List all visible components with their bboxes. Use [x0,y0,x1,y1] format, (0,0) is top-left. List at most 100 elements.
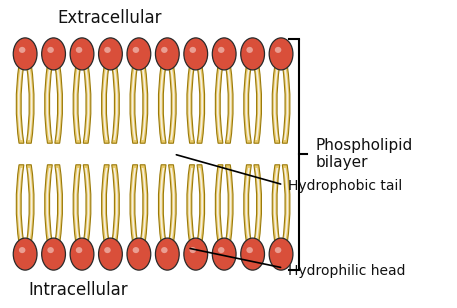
PathPatch shape [274,68,278,140]
Ellipse shape [104,47,111,53]
PathPatch shape [284,68,288,140]
PathPatch shape [254,65,261,143]
PathPatch shape [142,168,146,240]
Ellipse shape [218,47,224,53]
PathPatch shape [244,65,251,143]
PathPatch shape [227,168,232,240]
PathPatch shape [112,65,119,143]
PathPatch shape [112,165,119,243]
PathPatch shape [170,168,175,240]
Ellipse shape [155,38,179,70]
PathPatch shape [169,65,176,143]
Ellipse shape [246,247,253,253]
Ellipse shape [127,38,151,70]
PathPatch shape [215,165,223,243]
PathPatch shape [55,165,63,243]
Ellipse shape [70,38,94,70]
PathPatch shape [27,165,34,243]
PathPatch shape [46,168,51,240]
PathPatch shape [132,68,136,140]
PathPatch shape [217,168,221,240]
PathPatch shape [160,68,165,140]
PathPatch shape [28,168,32,240]
Ellipse shape [127,238,151,270]
Ellipse shape [42,238,65,270]
PathPatch shape [245,68,250,140]
Ellipse shape [133,247,139,253]
PathPatch shape [244,165,251,243]
PathPatch shape [272,65,280,143]
Ellipse shape [190,47,196,53]
PathPatch shape [197,65,205,143]
Ellipse shape [213,38,236,70]
PathPatch shape [225,165,233,243]
Ellipse shape [190,247,196,253]
PathPatch shape [284,168,288,240]
PathPatch shape [45,165,52,243]
PathPatch shape [215,65,223,143]
PathPatch shape [199,68,203,140]
PathPatch shape [73,65,81,143]
Ellipse shape [48,247,54,253]
PathPatch shape [254,165,261,243]
Ellipse shape [13,38,37,70]
Ellipse shape [155,238,179,270]
Ellipse shape [48,47,54,53]
Ellipse shape [184,238,207,270]
PathPatch shape [197,165,205,243]
PathPatch shape [188,68,193,140]
Ellipse shape [99,238,122,270]
PathPatch shape [225,65,233,143]
PathPatch shape [28,68,32,140]
PathPatch shape [159,65,166,143]
PathPatch shape [130,165,138,243]
Ellipse shape [218,247,224,253]
PathPatch shape [188,168,193,240]
PathPatch shape [227,68,232,140]
Ellipse shape [133,47,139,53]
PathPatch shape [272,165,280,243]
PathPatch shape [85,168,90,240]
PathPatch shape [282,65,290,143]
Ellipse shape [19,247,26,253]
Ellipse shape [161,247,168,253]
PathPatch shape [113,68,118,140]
Ellipse shape [161,47,168,53]
PathPatch shape [159,165,166,243]
PathPatch shape [132,168,136,240]
PathPatch shape [16,165,24,243]
Ellipse shape [275,247,282,253]
PathPatch shape [46,68,51,140]
PathPatch shape [103,68,107,140]
Ellipse shape [19,47,26,53]
PathPatch shape [169,165,176,243]
PathPatch shape [113,168,118,240]
Ellipse shape [76,47,82,53]
Ellipse shape [70,238,94,270]
PathPatch shape [83,165,91,243]
PathPatch shape [199,168,203,240]
PathPatch shape [56,168,61,240]
PathPatch shape [140,65,148,143]
PathPatch shape [73,165,81,243]
Ellipse shape [104,247,111,253]
PathPatch shape [101,165,109,243]
PathPatch shape [27,65,34,143]
Ellipse shape [246,47,253,53]
Ellipse shape [213,238,236,270]
PathPatch shape [140,165,148,243]
PathPatch shape [255,168,260,240]
PathPatch shape [55,65,63,143]
PathPatch shape [274,168,278,240]
PathPatch shape [74,68,79,140]
Text: Intracellular: Intracellular [28,281,128,298]
PathPatch shape [18,168,22,240]
PathPatch shape [18,68,22,140]
Ellipse shape [269,38,293,70]
PathPatch shape [130,65,138,143]
PathPatch shape [103,168,107,240]
PathPatch shape [245,168,250,240]
Ellipse shape [42,38,65,70]
Ellipse shape [241,238,265,270]
PathPatch shape [101,65,109,143]
